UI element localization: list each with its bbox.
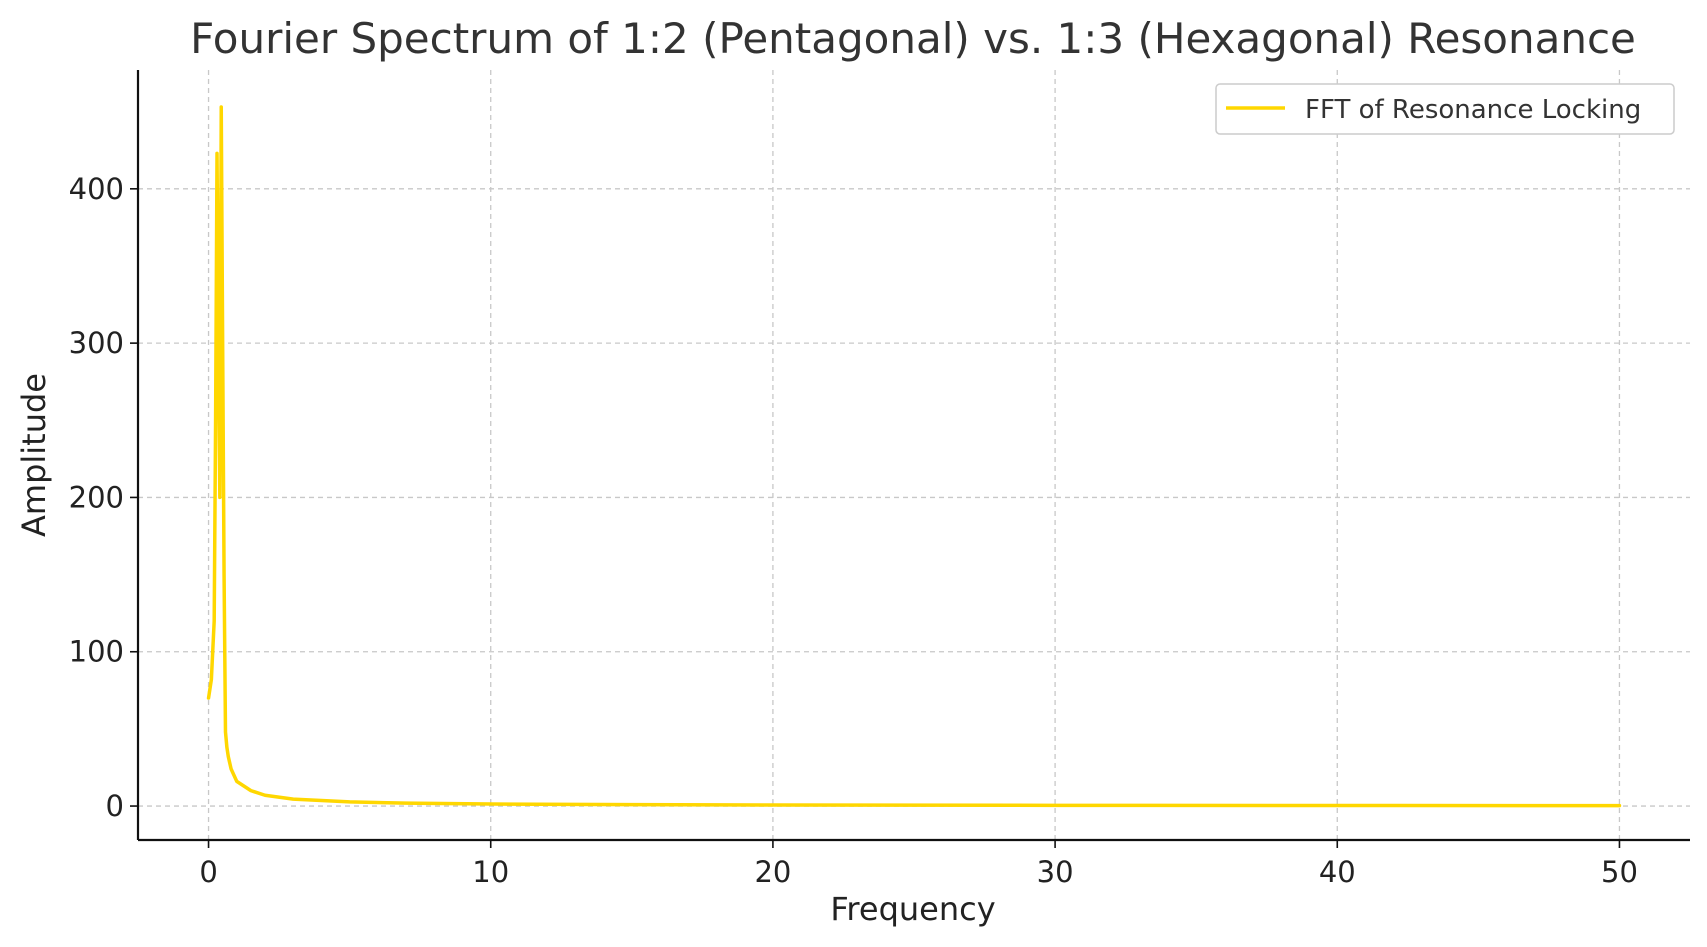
x-tick-label: 30 (1037, 855, 1074, 889)
x-tick-label: 10 (472, 855, 509, 889)
x-tick-label: 0 (199, 855, 217, 889)
y-tick-label: 200 (69, 480, 124, 514)
axis-ticks: 0 10 20 30 40 50 0 100 200 300 400 (69, 172, 1638, 889)
y-tick-label: 0 (106, 789, 124, 823)
x-tick-label: 50 (1601, 855, 1638, 889)
chart-title: Fourier Spectrum of 1:2 (Pentagonal) vs.… (190, 14, 1636, 63)
legend-box (1215, 83, 1675, 135)
x-axis-label: Frequency (830, 890, 995, 928)
legend: FFT of Resonance Locking (1215, 83, 1675, 135)
series-layer (206, 105, 1622, 808)
legend-label: FFT of Resonance Locking (1305, 95, 1641, 125)
y-tick-label: 400 (69, 172, 124, 206)
x-tick-label: 20 (754, 855, 791, 889)
grid-lines (138, 70, 1690, 840)
y-tick-label: 300 (69, 326, 124, 360)
y-tick-label: 100 (69, 635, 124, 669)
series-line-0 (206, 105, 1622, 808)
y-axis-label: Amplitude (15, 373, 53, 537)
x-tick-label: 40 (1319, 855, 1356, 889)
